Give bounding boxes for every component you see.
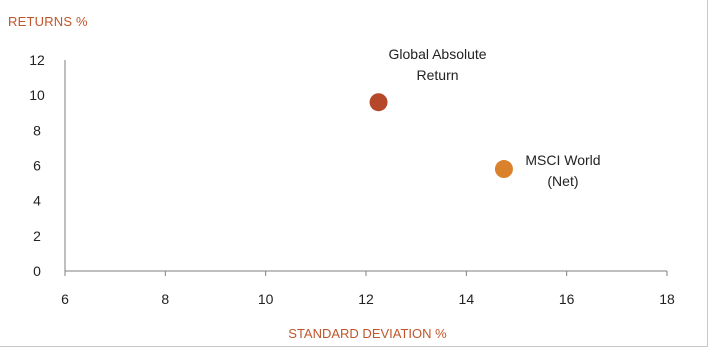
- x-tick-label: 12: [358, 291, 374, 307]
- y-axis-ticks: 0 2 4 6 8 10 12: [29, 52, 45, 279]
- x-tick-label: 10: [258, 291, 274, 307]
- x-tick-label: 8: [161, 291, 169, 307]
- y-tick-label: 12: [29, 52, 45, 68]
- y-tick-label: 10: [29, 87, 45, 103]
- y-axis-title: RETURNS %: [8, 14, 88, 29]
- y-tick-label: 2: [33, 228, 41, 244]
- data-points: Global Absolute Return MSCI World (Net): [369, 46, 601, 189]
- series-2: MSCI World (Net): [494, 152, 601, 189]
- series-1: Global Absolute Return: [369, 46, 487, 112]
- y-tick-label: 0: [33, 263, 41, 279]
- x-tick-label: 18: [659, 291, 675, 307]
- y-tick-label: 4: [33, 193, 41, 209]
- data-label: Global Absolute Return: [389, 46, 487, 83]
- x-tick-label: 6: [61, 291, 69, 307]
- data-label-line: Return: [417, 67, 459, 83]
- y-tick-label: 8: [33, 122, 41, 138]
- x-tick-label: 16: [559, 291, 575, 307]
- data-label-line: MSCI World: [525, 152, 600, 168]
- x-axis-ticks: 6 8 10 12 14 16 18: [61, 271, 675, 307]
- data-point: [369, 93, 388, 112]
- data-label-line: Global Absolute: [389, 46, 487, 62]
- data-point: [494, 160, 513, 179]
- y-tick-label: 6: [33, 158, 41, 174]
- data-label: MSCI World (Net): [525, 152, 600, 189]
- data-label-line: (Net): [547, 173, 578, 189]
- x-tick-label: 14: [459, 291, 475, 307]
- x-axis-title: STANDARD DEVIATION %: [288, 326, 447, 341]
